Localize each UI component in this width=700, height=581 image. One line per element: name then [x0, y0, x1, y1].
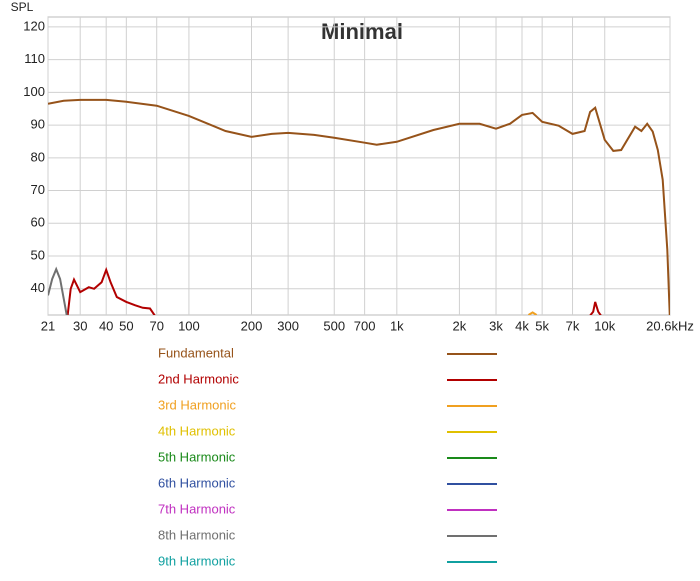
legend-label: 4th Harmonic [158, 423, 236, 438]
legend-label: 3rd Harmonic [158, 397, 237, 412]
y-tick-label: 50 [31, 247, 45, 262]
legend-label: 5th Harmonic [158, 449, 236, 464]
y-tick-label: 80 [31, 149, 45, 164]
x-tick-label: 30 [73, 318, 87, 333]
series-line [527, 311, 538, 315]
plot-frame [47, 16, 671, 316]
x-tick-label: 21 [41, 318, 55, 333]
y-tick-label: 40 [31, 280, 45, 295]
x-tick-label: 5k [535, 318, 549, 333]
x-tick-label: 300 [277, 318, 299, 333]
x-tick-label: 20.6kHz [646, 318, 694, 333]
x-tick-label: 2k [453, 318, 467, 333]
chart-title: Minimal [321, 19, 403, 44]
x-tick-label: 50 [119, 318, 133, 333]
x-tick-label: 7k [566, 318, 580, 333]
x-tick-label: 70 [149, 318, 163, 333]
legend-label: 9th Harmonic [158, 553, 236, 568]
series-line [66, 266, 602, 315]
y-tick-label: 60 [31, 215, 45, 230]
legend-label: Fundamental [158, 345, 234, 360]
y-tick-label: 100 [23, 84, 45, 99]
x-tick-label: 1k [390, 318, 404, 333]
y-tick-label: 70 [31, 182, 45, 197]
x-tick-label: 10k [594, 318, 615, 333]
x-tick-label: 700 [354, 318, 376, 333]
y-axis-label: SPL [11, 0, 34, 14]
legend-label: 8th Harmonic [158, 527, 236, 542]
plot-lines [48, 98, 670, 315]
legend-label: 6th Harmonic [158, 475, 236, 490]
x-tick-label: 500 [323, 318, 345, 333]
y-tick-label: 120 [23, 18, 45, 33]
series-line [48, 266, 68, 315]
x-tick-label: 40 [99, 318, 113, 333]
x-tick-label: 4k [515, 318, 529, 333]
legend-label: 2nd Harmonic [158, 371, 239, 386]
y-tick-label: 110 [24, 51, 45, 66]
y-tick-label: 90 [31, 117, 45, 132]
x-tick-label: 3k [489, 318, 503, 333]
x-tick-label: 100 [178, 318, 200, 333]
legend-label: 7th Harmonic [158, 501, 236, 516]
x-tick-label: 200 [241, 318, 263, 333]
series-line [48, 98, 670, 315]
